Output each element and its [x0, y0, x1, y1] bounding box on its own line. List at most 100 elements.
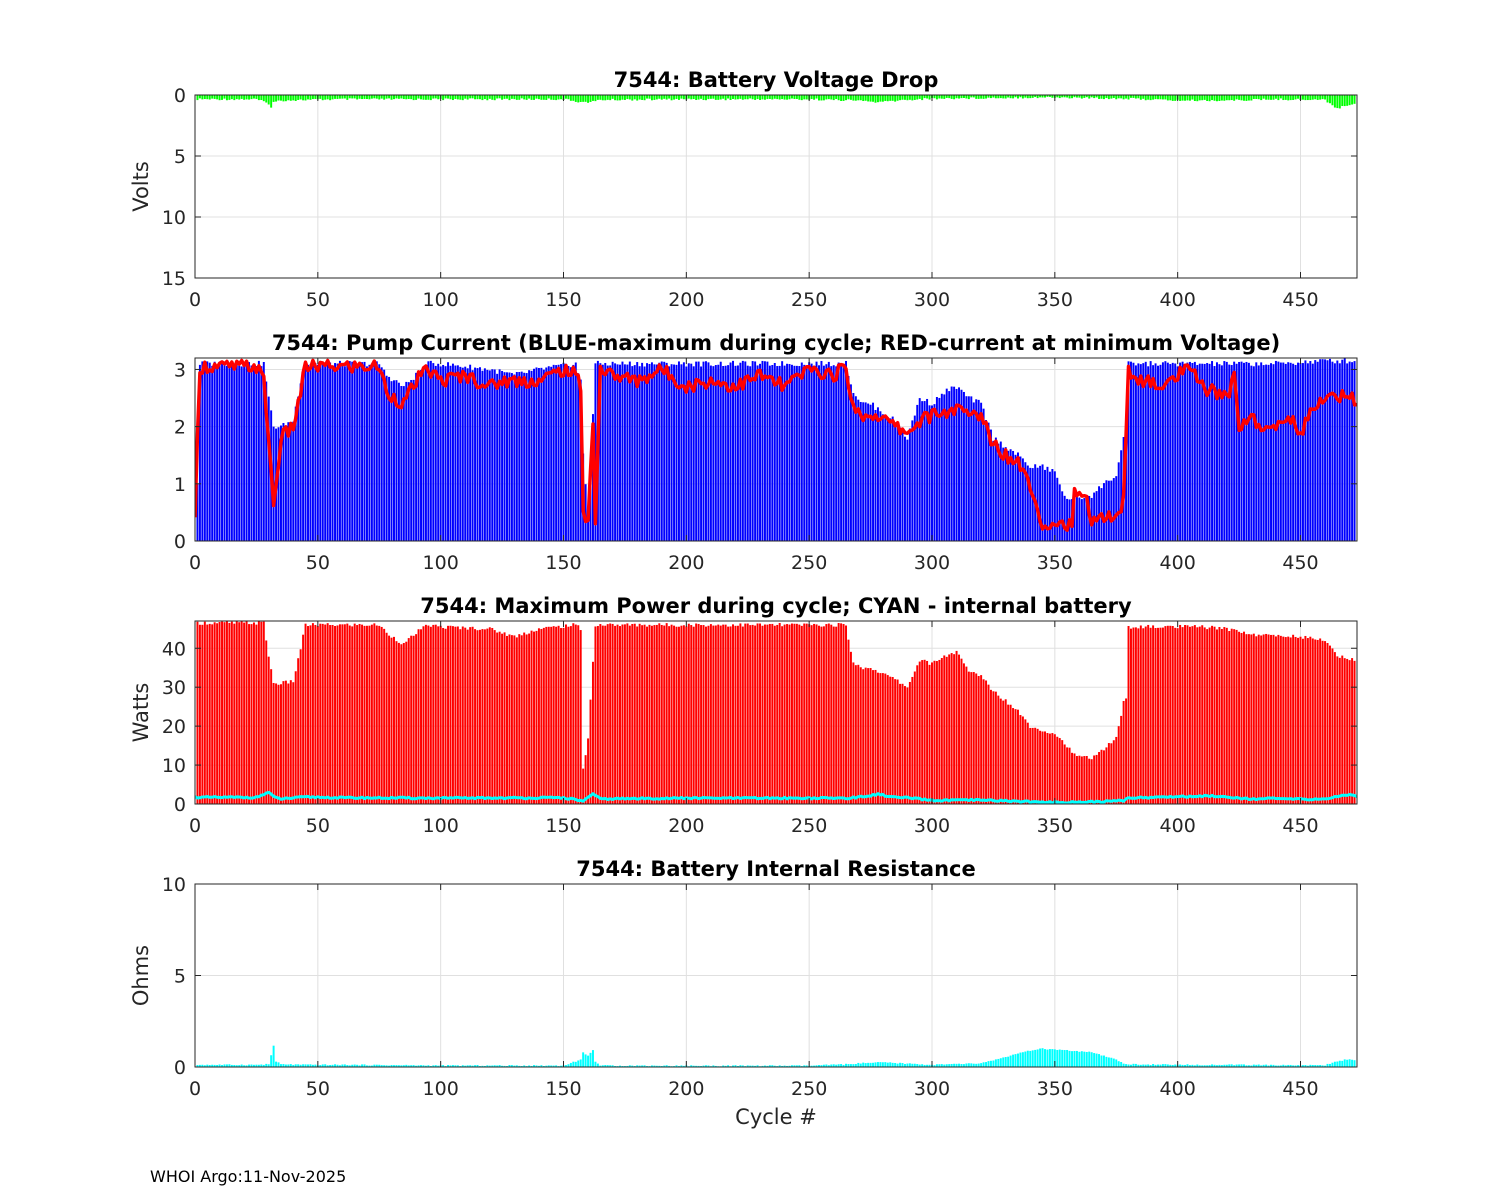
bar-internal-resistance-428: [1245, 1065, 1248, 1067]
bar-maximum-power-184: [646, 626, 649, 804]
bar-maximum-power-37: [284, 680, 287, 804]
series-group: [195, 358, 1357, 541]
bar-voltage_drop-354: [1063, 95, 1066, 98]
bar-internal-resistance-147: [555, 1065, 558, 1067]
bar-maximum-during-cycle-113: [471, 370, 474, 541]
bar-voltage_drop-239: [781, 95, 784, 100]
bar-internal-resistance-304: [940, 1064, 943, 1067]
x-tick-label: 200: [668, 289, 704, 311]
bar-maximum-power-229: [756, 623, 759, 804]
bar-maximum-during-cycle-442: [1279, 362, 1282, 541]
bar-maximum-power-342: [1034, 727, 1037, 804]
bar-maximum-power-314: [965, 666, 968, 804]
bar-voltage_drop-462: [1328, 95, 1331, 104]
bar-voltage_drop-178: [631, 95, 634, 101]
bar-internal-resistance-122: [493, 1065, 496, 1067]
bar-voltage_drop-348: [1048, 95, 1051, 97]
bar-internal-resistance-222: [739, 1065, 742, 1067]
bar-internal-resistance-41: [294, 1064, 297, 1067]
bar-internal-resistance-390: [1152, 1064, 1155, 1067]
bar-maximum-during-cycle-403: [1184, 364, 1187, 541]
bar-voltage_drop-429: [1247, 95, 1250, 101]
bar-voltage_drop-53: [324, 95, 327, 100]
bar-voltage_drop-186: [650, 95, 653, 101]
bar-maximum-power-350: [1053, 734, 1056, 804]
bar-internal-resistance-424: [1235, 1064, 1238, 1067]
bar-maximum-power-102: [444, 628, 447, 804]
bar-voltage_drop-57: [334, 95, 337, 99]
bar-maximum-power-211: [712, 625, 715, 804]
bar-maximum-power-389: [1149, 627, 1152, 804]
bar-maximum-power-359: [1075, 756, 1078, 804]
bar-maximum-during-cycle-429: [1247, 362, 1250, 541]
bar-voltage_drop-296: [921, 95, 924, 101]
bar-internal-resistance-352: [1058, 1049, 1061, 1067]
bar-maximum-during-cycle-43: [299, 383, 302, 541]
bar-voltage_drop-5: [206, 95, 209, 100]
bar-voltage_drop-291: [908, 95, 911, 100]
bar-voltage_drop-80: [390, 95, 393, 100]
bar-voltage_drop-56: [331, 95, 334, 100]
bar-maximum-during-cycle-58: [336, 363, 339, 541]
bar-internal-resistance-398: [1171, 1064, 1174, 1067]
bar-maximum-during-cycle-87: [407, 382, 410, 541]
bar-voltage_drop-290: [906, 95, 909, 101]
bar-maximum-power-471: [1351, 658, 1354, 804]
bar-maximum-power-2: [198, 624, 201, 804]
bar-maximum-during-cycle-95: [427, 361, 430, 541]
bar-maximum-during-cycle-324: [989, 429, 992, 541]
bar-maximum-power-88: [410, 635, 413, 804]
y-tick-label: 15: [162, 268, 186, 290]
bar-internal-resistance-294: [916, 1063, 919, 1067]
bar-maximum-power-76: [380, 626, 383, 804]
bar-maximum-power-105: [451, 626, 454, 804]
bar-maximum-power-160: [587, 738, 590, 804]
bar-voltage_drop-325: [992, 95, 995, 98]
bar-internal-resistance-262: [837, 1064, 840, 1067]
bar-internal-resistance-68: [361, 1064, 364, 1067]
bar-maximum-during-cycle-425: [1238, 361, 1241, 541]
bar-maximum-during-cycle-16: [233, 363, 236, 541]
bar-voltage_drop-460: [1324, 95, 1327, 100]
bar-maximum-during-cycle-270: [857, 399, 860, 541]
bar-maximum-during-cycle-293: [913, 415, 916, 541]
bar-maximum-power-263: [840, 623, 843, 804]
bar-maximum-during-cycle-274: [867, 403, 870, 541]
bar-maximum-power-423: [1233, 629, 1236, 804]
bar-voltage_drop-365: [1090, 95, 1093, 98]
bar-voltage_drop-461: [1326, 95, 1329, 103]
bar-maximum-power-205: [697, 623, 700, 804]
bar-internal-resistance-71: [368, 1065, 371, 1067]
bar-voltage_drop-435: [1262, 95, 1265, 99]
bar-voltage_drop-315: [967, 95, 970, 100]
bar-voltage_drop-466: [1338, 95, 1341, 109]
bar-voltage_drop-132: [518, 95, 521, 100]
bar-internal-resistance-243: [790, 1065, 793, 1067]
bar-internal-resistance-324: [989, 1060, 992, 1067]
bar-voltage_drop-294: [916, 95, 919, 100]
bar-maximum-during-cycle-216: [724, 365, 727, 541]
bar-maximum-during-cycle-160: [587, 513, 590, 541]
bar-maximum-power-260: [832, 626, 835, 804]
bar-maximum-power-279: [879, 673, 882, 804]
bar-maximum-during-cycle-263: [840, 365, 843, 541]
bar-voltage_drop-446: [1289, 95, 1292, 101]
bar-maximum-during-cycle-137: [530, 370, 533, 541]
bar-internal-resistance-316: [970, 1063, 973, 1067]
bar-voltage_drop-149: [560, 95, 563, 100]
bar-voltage_drop-283: [889, 95, 892, 101]
x-tick-label: 350: [1037, 289, 1073, 311]
bar-maximum-during-cycle-24: [252, 365, 255, 541]
bar-internal-resistance-405: [1188, 1065, 1191, 1067]
bar-maximum-power-380: [1127, 625, 1130, 804]
bar-maximum-during-cycle-226: [749, 366, 752, 541]
bar-maximum-during-cycle-386: [1142, 363, 1145, 541]
bar-voltage_drop-135: [525, 95, 528, 100]
bar-maximum-power-374: [1112, 740, 1115, 804]
bar-maximum-during-cycle-470: [1348, 361, 1351, 541]
bar-maximum-power-135: [525, 634, 528, 804]
bar-internal-resistance-290: [906, 1063, 909, 1067]
bar-internal-resistance-397: [1169, 1064, 1172, 1067]
bar-maximum-power-215: [722, 624, 725, 804]
y-tick-label: 3: [174, 359, 186, 381]
